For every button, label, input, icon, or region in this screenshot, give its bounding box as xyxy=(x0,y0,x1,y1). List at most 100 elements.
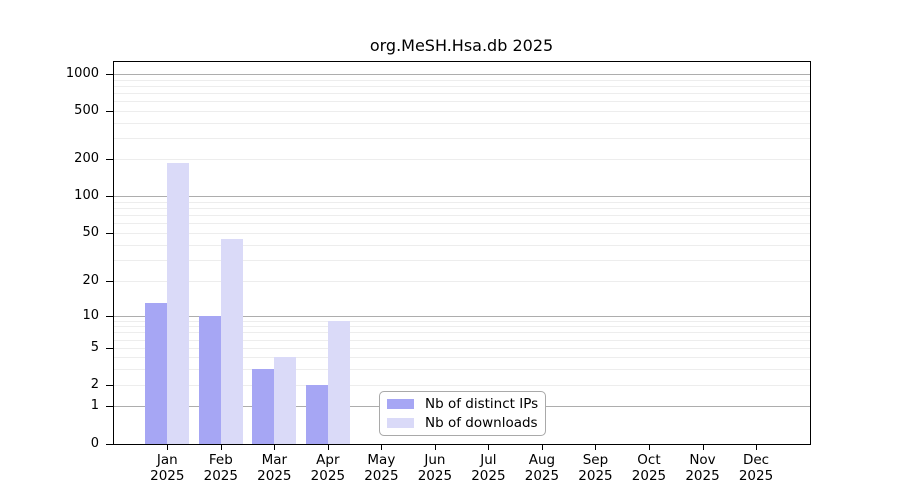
y-tick xyxy=(106,74,113,75)
bar-distinct-ips xyxy=(145,302,168,444)
gridline-minor xyxy=(113,348,810,349)
plot-border-left xyxy=(113,61,114,445)
gridline-minor xyxy=(113,207,810,209)
x-tick-month: Apr xyxy=(316,452,340,468)
y-tick-label: 20 xyxy=(82,273,99,288)
gridline-minor xyxy=(113,137,810,139)
x-tick xyxy=(702,444,704,450)
x-tick-month: Dec xyxy=(742,452,770,468)
x-tick-month: Nov xyxy=(689,452,716,468)
x-tick-label: Jul 2025 xyxy=(456,452,520,484)
x-tick-year: 2025 xyxy=(471,468,506,484)
x-tick xyxy=(327,444,329,450)
x-tick-label: Jun 2025 xyxy=(403,452,467,484)
bar-downloads xyxy=(167,163,190,444)
bar-downloads xyxy=(220,238,243,444)
bar-downloads xyxy=(274,357,297,444)
x-tick-year: 2025 xyxy=(685,468,720,484)
x-tick xyxy=(756,444,758,450)
chart-title: org.MeSH.Hsa.db 2025 xyxy=(369,36,554,55)
x-tick-label: Dec 2025 xyxy=(724,452,788,484)
y-tick xyxy=(106,233,113,234)
legend-label-downloads: Nb of downloads xyxy=(425,414,538,431)
x-tick-month: Mar xyxy=(261,452,288,468)
x-tick-month: Oct xyxy=(637,452,661,468)
x-tick xyxy=(488,444,490,450)
gridline-minor xyxy=(113,233,810,234)
legend-swatch-distinct-ips xyxy=(387,399,414,410)
gridline-minor xyxy=(113,201,810,203)
gridline-minor xyxy=(113,101,810,103)
gridline-minor xyxy=(113,259,810,261)
plot-area xyxy=(113,61,810,444)
x-tick-month: Jan xyxy=(156,452,178,468)
gridline-major xyxy=(113,316,810,317)
x-tick-year: 2025 xyxy=(310,468,346,484)
gridline-minor xyxy=(113,111,810,112)
y-tick xyxy=(106,385,113,386)
x-tick xyxy=(381,444,383,450)
y-tick-label: 100 xyxy=(74,188,99,203)
x-tick-year: 2025 xyxy=(578,468,613,484)
y-tick-label: 5 xyxy=(90,340,99,355)
x-tick-year: 2025 xyxy=(524,468,560,484)
x-tick-year: 2025 xyxy=(364,468,399,484)
gridline-minor xyxy=(113,281,810,282)
x-tick-year: 2025 xyxy=(150,468,185,484)
bar-distinct-ips xyxy=(252,368,275,444)
gridline-major xyxy=(113,196,810,197)
x-tick-year: 2025 xyxy=(257,468,292,484)
x-tick-label: Jan 2025 xyxy=(135,452,199,484)
y-tick xyxy=(106,111,113,112)
gridline-minor xyxy=(113,332,810,334)
gridline-minor xyxy=(113,320,810,322)
y-tick xyxy=(106,316,113,317)
x-tick-label: Apr 2025 xyxy=(296,452,360,484)
y-tick-label: 0 xyxy=(90,436,99,451)
x-tick-year: 2025 xyxy=(203,468,238,484)
gridline-minor xyxy=(113,223,810,225)
y-tick-label: 1 xyxy=(90,398,99,413)
y-tick-label: 1000 xyxy=(65,66,99,81)
x-tick-label: Mar 2025 xyxy=(242,452,306,484)
legend-label-distinct-ips: Nb of distinct IPs xyxy=(425,396,539,413)
x-tick-month: May xyxy=(367,452,396,468)
x-tick-month: Jun xyxy=(424,452,446,468)
x-tick xyxy=(648,444,650,450)
bar-distinct-ips xyxy=(305,385,328,444)
x-tick xyxy=(595,444,597,450)
gridline-minor xyxy=(113,385,810,386)
plot-border-bottom xyxy=(113,444,811,445)
x-tick-label: Nov 2025 xyxy=(671,452,735,484)
x-tick xyxy=(274,444,276,450)
gridline-minor xyxy=(113,368,810,370)
y-tick xyxy=(106,281,113,282)
x-tick xyxy=(220,444,222,450)
y-tick-label: 10 xyxy=(82,308,99,323)
gridline-minor xyxy=(113,339,810,341)
x-tick xyxy=(541,444,543,450)
bar-distinct-ips xyxy=(198,316,221,444)
y-tick-label: 200 xyxy=(74,151,99,166)
bar-downloads xyxy=(327,320,350,444)
y-tick-label: 50 xyxy=(82,225,99,240)
legend: Nb of distinct IPs Nb of downloads xyxy=(379,391,546,436)
gridline-minor xyxy=(113,93,810,95)
legend-entry-downloads: Nb of downloads xyxy=(387,414,538,431)
x-tick-month: Feb xyxy=(208,452,233,468)
x-tick-month: Aug xyxy=(528,452,556,468)
x-tick xyxy=(167,444,169,450)
y-tick xyxy=(106,444,113,445)
gridline-minor xyxy=(113,79,810,81)
gridline-major xyxy=(113,74,810,75)
gridline-minor xyxy=(113,159,810,160)
x-tick xyxy=(434,444,436,450)
y-tick xyxy=(106,196,113,197)
x-tick-label: May 2025 xyxy=(349,452,413,484)
y-tick xyxy=(106,348,113,349)
x-tick-label: Feb 2025 xyxy=(189,452,253,484)
gridline-minor xyxy=(113,326,810,328)
x-tick-label: Oct 2025 xyxy=(617,452,681,484)
gridline-minor xyxy=(113,215,810,217)
